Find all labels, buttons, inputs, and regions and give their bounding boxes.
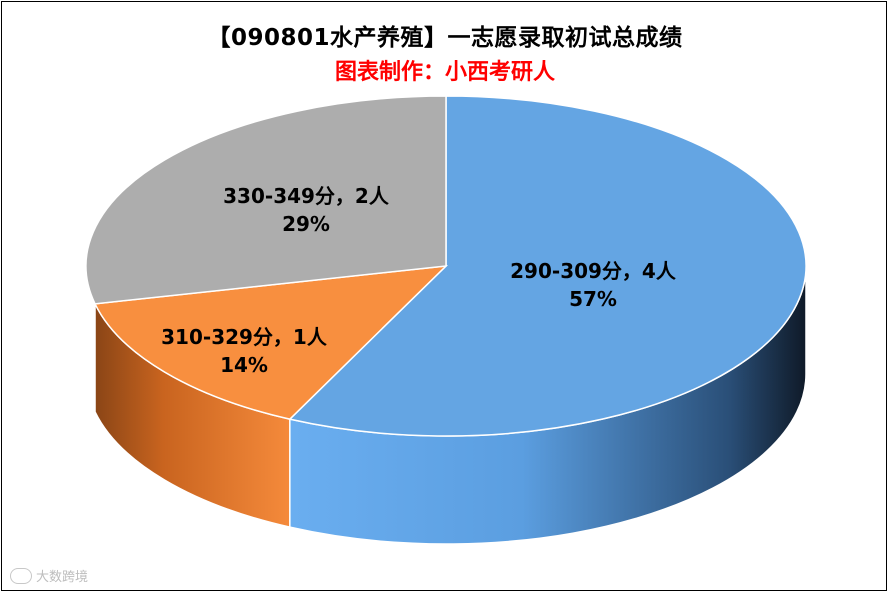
pie-slice	[288, 95, 807, 437]
slice-percent: 29%	[282, 212, 330, 236]
watermark: 大数跨境	[10, 566, 88, 585]
chart-title: 【090801水产养殖】一志愿录取初试总成绩	[207, 25, 683, 51]
slice-label: 330-349分，2人	[223, 184, 390, 208]
pie-slice	[85, 95, 447, 305]
watermark-text: 大数跨境	[36, 570, 89, 585]
slice-percent: 57%	[569, 287, 617, 311]
watermark-logo-icon	[10, 567, 32, 584]
slice-label: 310-329分，1人	[161, 325, 328, 349]
pie-slice	[93, 265, 449, 420]
slice-label: 290-309分，4人	[510, 259, 677, 283]
chart-subtitle: 图表制作：小西考研人	[334, 60, 555, 85]
slice-percent: 14%	[220, 353, 268, 377]
